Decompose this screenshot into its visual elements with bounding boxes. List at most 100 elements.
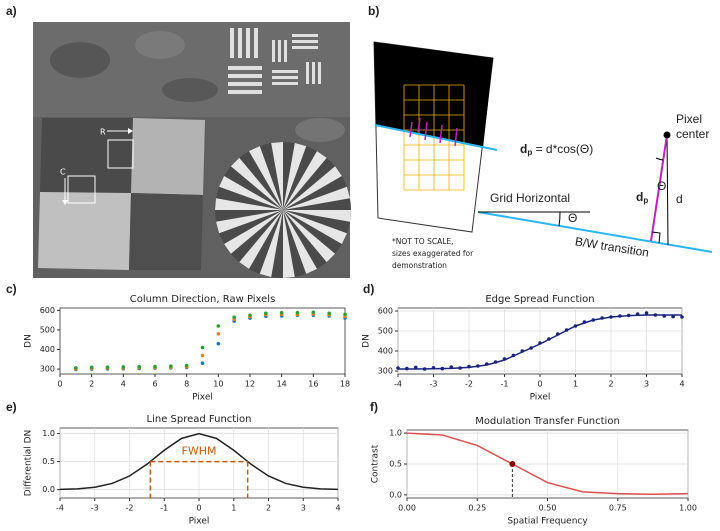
x-tick-label: -2 bbox=[465, 380, 473, 389]
figure: a) R C b) bbox=[0, 0, 720, 531]
x-tick-label: -4 bbox=[56, 504, 64, 513]
x-tick-label: 3 bbox=[301, 504, 306, 513]
data-point bbox=[137, 365, 141, 369]
data-point bbox=[217, 342, 221, 346]
data-point bbox=[217, 324, 221, 328]
x-tick-label: 3 bbox=[644, 380, 649, 389]
y-tick-label: 1.0 bbox=[389, 429, 402, 438]
x-axis-label: Spatial Frequency bbox=[507, 517, 588, 527]
y-tick-label: 0.0 bbox=[42, 485, 55, 494]
data-point bbox=[201, 361, 205, 365]
y-tick-label: 0.0 bbox=[389, 490, 402, 499]
panel-label: d) bbox=[363, 282, 374, 296]
x-tick-label: 12 bbox=[245, 380, 255, 389]
x-tick-label: 4 bbox=[121, 380, 126, 389]
data-point bbox=[280, 311, 284, 315]
y-tick-label: 600 bbox=[40, 306, 55, 315]
chart-title: Column Direction, Raw Pixels bbox=[130, 294, 276, 305]
data-point bbox=[90, 366, 94, 370]
data-point bbox=[201, 354, 205, 358]
y-axis-label: Contrast bbox=[371, 444, 381, 483]
x-tick-label: 1 bbox=[231, 504, 236, 513]
x-axis-label: Pixel bbox=[192, 393, 213, 403]
x-tick-label: 0.75 bbox=[609, 504, 627, 513]
data-point bbox=[327, 311, 331, 315]
equation-symbol: d bbox=[520, 142, 527, 156]
y-tick-label: 0.5 bbox=[42, 457, 55, 466]
panel-label: b) bbox=[368, 4, 379, 18]
dp-subscript: p bbox=[643, 196, 648, 205]
x-tick-label: 2 bbox=[89, 380, 94, 389]
angle-label: Θ bbox=[568, 211, 577, 225]
y-tick-label: 300 bbox=[378, 367, 393, 376]
chart-title: Modulation Transfer Function bbox=[475, 416, 620, 427]
fwhm-label: FWHM bbox=[182, 445, 217, 458]
pixel-center: center bbox=[676, 127, 709, 141]
data-point bbox=[106, 365, 110, 369]
photo bbox=[33, 22, 351, 278]
note: demonstration bbox=[392, 261, 447, 270]
angle-label: Θ bbox=[657, 179, 666, 193]
x-tick-label: 4 bbox=[679, 380, 684, 389]
y-tick-label: 400 bbox=[40, 345, 55, 354]
note: *NOT TO SCALE, bbox=[392, 237, 454, 246]
data-point bbox=[217, 332, 221, 336]
column-marker: C bbox=[60, 168, 66, 177]
data-point bbox=[122, 365, 126, 369]
pixel-center: Pixel bbox=[676, 112, 702, 126]
equation-rest: = d*cos(Θ) bbox=[532, 142, 593, 156]
x-tick-label: 0 bbox=[196, 504, 201, 513]
x-tick-label: 10 bbox=[213, 380, 223, 389]
x-tick-label: 6 bbox=[152, 380, 157, 389]
d-label: d bbox=[676, 192, 683, 206]
panel-label: c) bbox=[6, 282, 17, 296]
data-point bbox=[232, 315, 236, 319]
x-axis-label: Pixel bbox=[189, 517, 210, 527]
data-point bbox=[296, 311, 300, 315]
note: sizes exaggerated for bbox=[392, 249, 474, 258]
x-tick-label: -3 bbox=[430, 380, 438, 389]
data-point bbox=[312, 311, 316, 315]
x-tick-label: 8 bbox=[184, 380, 189, 389]
x-tick-label: 0.50 bbox=[539, 504, 557, 513]
grid-horizontal: Grid Horizontal bbox=[490, 191, 570, 205]
x-tick-label: 0.00 bbox=[398, 504, 416, 513]
chart-title: Edge Spread Function bbox=[485, 294, 594, 305]
y-tick-label: 0.5 bbox=[389, 460, 402, 469]
x-tick-label: -1 bbox=[160, 504, 168, 513]
y-axis-label: DN bbox=[362, 334, 372, 348]
data-point bbox=[169, 364, 173, 368]
panel-label: f) bbox=[370, 400, 378, 414]
x-tick-label: 14 bbox=[277, 380, 287, 389]
x-tick-label: 4 bbox=[335, 504, 340, 513]
y-tick-label: 500 bbox=[40, 325, 55, 334]
x-tick-label: 0 bbox=[537, 380, 542, 389]
x-tick-label: -1 bbox=[501, 380, 509, 389]
x-axis-label: Pixel bbox=[530, 393, 551, 403]
data-point bbox=[185, 364, 189, 368]
y-tick-label: 300 bbox=[40, 365, 55, 374]
x-tick-label: -3 bbox=[91, 504, 99, 513]
data-point bbox=[264, 311, 268, 315]
x-tick-label: 0 bbox=[57, 380, 62, 389]
x-tick-label: 2 bbox=[608, 380, 613, 389]
panel-label: a) bbox=[6, 4, 17, 18]
data-point bbox=[153, 365, 157, 369]
y-tick-label: 600 bbox=[378, 307, 393, 316]
x-tick-label: 0.25 bbox=[468, 504, 486, 513]
x-tick-label: 1.00 bbox=[679, 504, 697, 513]
x-tick-label: 18 bbox=[340, 380, 350, 389]
panel-label: e) bbox=[6, 400, 17, 414]
y-tick-label: 400 bbox=[378, 347, 393, 356]
data-point bbox=[343, 312, 347, 316]
dp-symbol: d bbox=[636, 190, 643, 204]
chart-title: Line Spread Function bbox=[147, 414, 252, 425]
data-point bbox=[248, 313, 252, 317]
x-tick-label: -2 bbox=[126, 504, 134, 513]
y-axis-label: Differential DN bbox=[24, 430, 34, 496]
y-axis-label: DN bbox=[24, 334, 34, 348]
row-marker: R bbox=[100, 128, 106, 137]
y-tick-label: 500 bbox=[378, 327, 393, 336]
x-tick-label: 16 bbox=[308, 380, 318, 389]
y-tick-label: 1.0 bbox=[42, 429, 55, 438]
